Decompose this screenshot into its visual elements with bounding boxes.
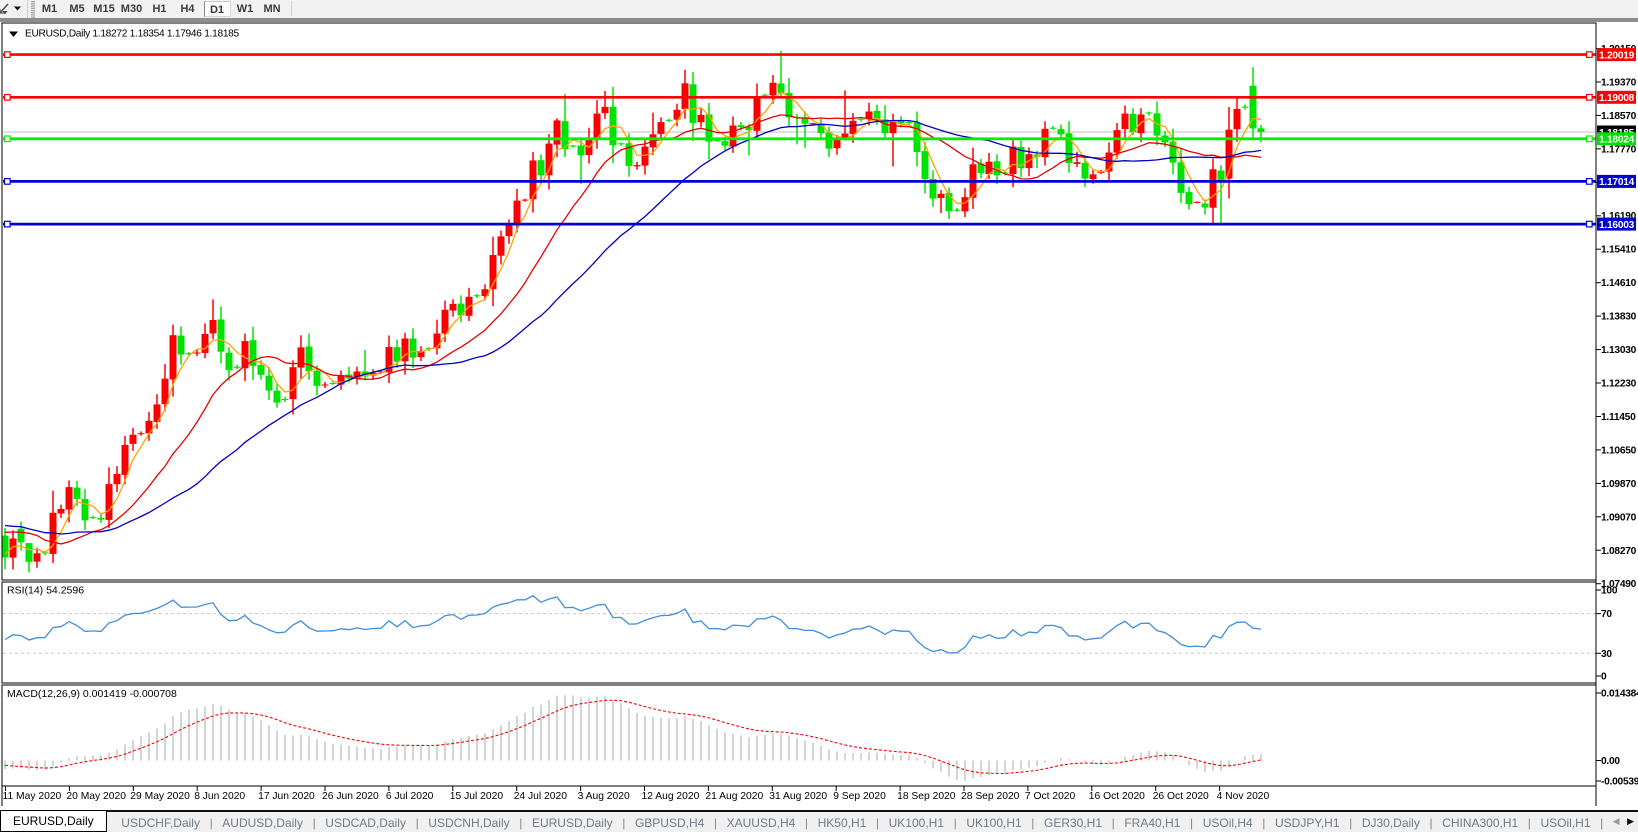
svg-text:1.16003: 1.16003 xyxy=(1599,220,1635,231)
svg-text:0.00: 0.00 xyxy=(1601,756,1620,767)
svg-text:1.10650: 1.10650 xyxy=(1601,445,1637,456)
svg-text:1.18024: 1.18024 xyxy=(1599,135,1635,146)
svg-text:1.16190: 1.16190 xyxy=(1601,211,1637,222)
svg-text:30: 30 xyxy=(1601,649,1612,660)
svg-text:11 May 2020: 11 May 2020 xyxy=(3,791,62,802)
svg-text:1.13830: 1.13830 xyxy=(1601,312,1637,323)
svg-text:28 Sep 2020: 28 Sep 2020 xyxy=(961,791,1020,802)
svg-text:1.07490: 1.07490 xyxy=(1601,579,1637,590)
svg-text:26 Oct 2020: 26 Oct 2020 xyxy=(1153,791,1209,802)
svg-text:9 Sep 2020: 9 Sep 2020 xyxy=(833,791,886,802)
svg-text:1.12230: 1.12230 xyxy=(1601,379,1637,390)
svg-text:0.014384: 0.014384 xyxy=(1601,689,1638,700)
svg-text:1.08270: 1.08270 xyxy=(1601,546,1637,557)
svg-text:100: 100 xyxy=(1601,586,1618,597)
svg-text:4 Nov 2020: 4 Nov 2020 xyxy=(1217,791,1270,802)
svg-text:12 Aug 2020: 12 Aug 2020 xyxy=(642,791,700,802)
svg-text:1.17770: 1.17770 xyxy=(1601,144,1637,155)
svg-text:1.13030: 1.13030 xyxy=(1601,345,1637,356)
svg-text:0: 0 xyxy=(1601,672,1607,683)
svg-text:31 Aug 2020: 31 Aug 2020 xyxy=(769,791,827,802)
svg-text:29 May 2020: 29 May 2020 xyxy=(130,791,190,802)
svg-text:21 Aug 2020: 21 Aug 2020 xyxy=(705,791,763,802)
svg-text:6 Jul 2020: 6 Jul 2020 xyxy=(386,791,434,802)
svg-text:1.19008: 1.19008 xyxy=(1599,93,1635,104)
svg-text:18 Sep 2020: 18 Sep 2020 xyxy=(897,791,956,802)
svg-text:26 Jun 2020: 26 Jun 2020 xyxy=(322,791,379,802)
svg-text:15 Jul 2020: 15 Jul 2020 xyxy=(450,791,504,802)
svg-text:1.09070: 1.09070 xyxy=(1601,512,1637,523)
svg-text:8 Jun 2020: 8 Jun 2020 xyxy=(194,791,245,802)
svg-text:3 Aug 2020: 3 Aug 2020 xyxy=(578,791,630,802)
svg-text:1.09870: 1.09870 xyxy=(1601,479,1637,490)
svg-text:1.20019: 1.20019 xyxy=(1599,50,1635,61)
svg-text:1.14610: 1.14610 xyxy=(1601,278,1637,289)
svg-text:1.17014: 1.17014 xyxy=(1599,177,1635,188)
svg-text:1.18570: 1.18570 xyxy=(1601,111,1637,122)
svg-text:MACD(12,26,9) 0.001419 -0.0007: MACD(12,26,9) 0.001419 -0.000708 xyxy=(7,688,177,700)
svg-text:RSI(14) 54.2596: RSI(14) 54.2596 xyxy=(7,585,84,597)
svg-text:70: 70 xyxy=(1601,609,1612,620)
svg-text:20 May 2020: 20 May 2020 xyxy=(66,791,126,802)
svg-text:-0.005396: -0.005396 xyxy=(1601,777,1638,788)
svg-text:EURUSD,Daily 1.18272 1.18354: EURUSD,Daily 1.18272 1.18354 1.17946 1.1… xyxy=(25,29,240,40)
svg-text:1.19370: 1.19370 xyxy=(1601,78,1637,89)
svg-text:7 Oct 2020: 7 Oct 2020 xyxy=(1025,791,1076,802)
svg-text:17 Jun 2020: 17 Jun 2020 xyxy=(258,791,315,802)
svg-text:1.15410: 1.15410 xyxy=(1601,245,1637,256)
svg-text:1.11450: 1.11450 xyxy=(1601,412,1636,423)
svg-text:16 Oct 2020: 16 Oct 2020 xyxy=(1089,791,1145,802)
svg-text:24 Jul 2020: 24 Jul 2020 xyxy=(514,791,568,802)
